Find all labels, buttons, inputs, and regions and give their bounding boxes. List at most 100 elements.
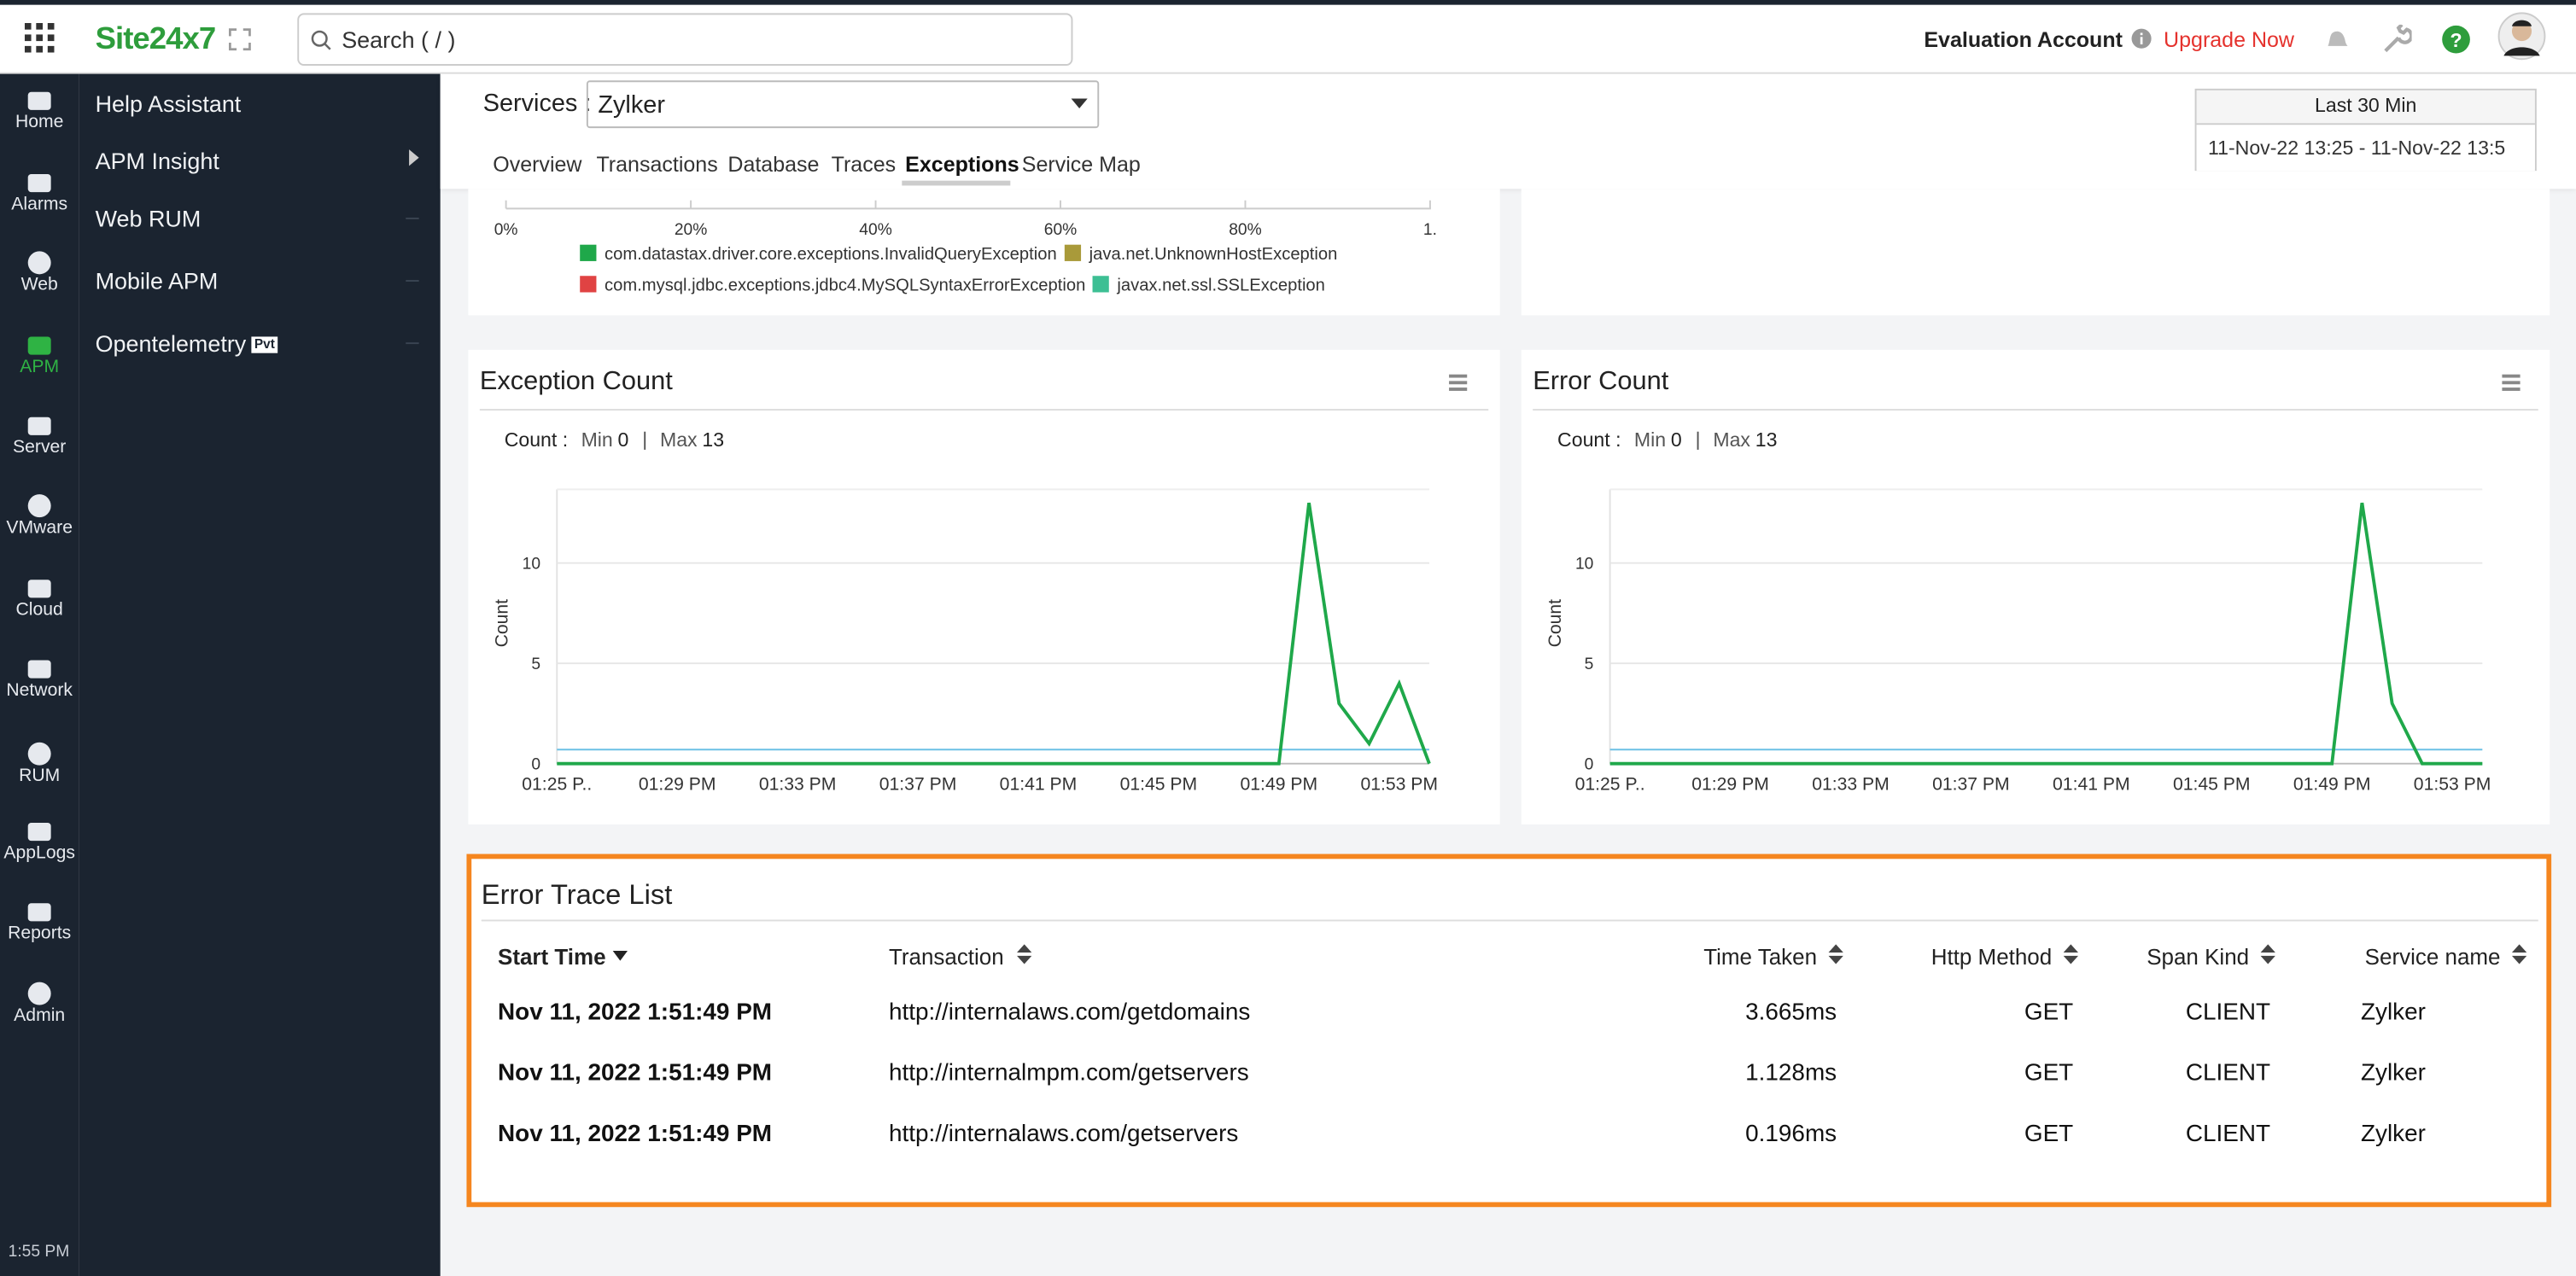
stats-label: Count : [1557, 428, 1621, 452]
sort-up [2063, 944, 2078, 953]
column-header[interactable]: Span Kind [2147, 944, 2250, 970]
services-select[interactable]: Zylker [586, 80, 1100, 129]
tab[interactable]: Overview [493, 151, 582, 177]
submenu-item[interactable]: APM Insight [95, 148, 219, 174]
time-range[interactable]: Last 30 Min 11-Nov-22 13:25 - 11-Nov-22 … [2194, 88, 2537, 172]
avatar[interactable] [2497, 11, 2547, 61]
logo[interactable]: Site24x7 [95, 21, 217, 57]
table-cell: GET [2024, 999, 2074, 1027]
chart-menu[interactable] [1449, 374, 1468, 391]
table-cell: Nov 11, 2022 1:51:49 PM [498, 1060, 773, 1087]
table-cell[interactable]: http://internalaws.com/getservers [888, 1121, 1239, 1148]
services-label: Services : [482, 89, 592, 118]
table-cell[interactable]: http://internalmpm.com/getservers [888, 1060, 1249, 1087]
menu-bar [1449, 387, 1468, 391]
submenu-arrow[interactable] [409, 149, 419, 166]
info-icon[interactable] [2131, 28, 2153, 50]
bell-icon[interactable] [2322, 25, 2351, 55]
sort-icon[interactable] [2260, 944, 2275, 964]
chart-panel: Error Count Count : Min 0 Max 13 0 5 10 Count 01:2… [1521, 349, 2550, 824]
sort-down [1017, 955, 1032, 964]
column-header[interactable]: Start Time [498, 944, 606, 970]
tab[interactable]: Exceptions [905, 151, 1019, 177]
stats-min: 0 [1670, 428, 1682, 452]
sort-down [2511, 955, 2527, 964]
svg-text:?: ? [2450, 29, 2462, 51]
tab[interactable]: Database [727, 151, 820, 177]
submenu-item[interactable]: Web RUM [95, 205, 202, 232]
icon-shape [27, 336, 51, 355]
chart: 0 5 10 Count 01:25 P.. 01:29 PM 01:33 PM 01:37 … [1545, 488, 2491, 794]
help-icon[interactable]: ? [2441, 25, 2471, 55]
table-cell: CLIENT [2185, 999, 2271, 1027]
table-cell: CLIENT [2185, 1121, 2271, 1148]
table-cell[interactable]: http://internalaws.com/getdomains [888, 999, 1251, 1027]
x-tick-label: 01:37 PM [879, 774, 957, 794]
column-header[interactable]: Http Method [1931, 944, 2053, 970]
menu-bar [1449, 381, 1468, 384]
sort-icon[interactable] [2511, 944, 2527, 964]
sort-icon[interactable] [1828, 944, 1843, 964]
menu-bar [2502, 381, 2521, 384]
series-line [557, 502, 1431, 766]
tab[interactable]: Transactions [596, 151, 718, 177]
apps-icon[interactable] [24, 22, 55, 53]
search-box[interactable]: Search ( / ) [297, 13, 1073, 66]
nav-item[interactable]: Network [6, 680, 73, 701]
submenu-plus[interactable] [406, 217, 419, 219]
x-tick-label: 01:45 PM [1120, 774, 1198, 794]
y-axis-title: Count [1545, 599, 1565, 648]
table-cell: 0.196ms [1745, 1121, 1837, 1148]
submenu-plus[interactable] [406, 280, 419, 282]
nav-item[interactable]: APM [20, 357, 60, 377]
chart-title: Exception Count [479, 368, 673, 396]
nav-item[interactable]: Home [15, 112, 64, 132]
tab[interactable]: Service Map [1021, 151, 1141, 177]
x-tick-label: 40% [859, 221, 892, 239]
chart-title: Error Count [1533, 368, 1669, 396]
chart: 0 5 10 Count 01:25 P.. 01:29 PM 01:33 PM 01:37 … [493, 488, 1438, 794]
sort-icon[interactable] [612, 951, 628, 970]
nav-item[interactable]: Web [20, 275, 58, 295]
tools-icon[interactable] [2382, 24, 2412, 55]
search-placeholder: Search ( / ) [342, 26, 456, 53]
nav-item[interactable]: Server [13, 437, 67, 457]
table-cell: Nov 11, 2022 1:51:49 PM [498, 999, 773, 1027]
search-icon [311, 30, 331, 50]
icon-shape [27, 982, 51, 1005]
nav-item[interactable]: AppLogs [3, 843, 75, 864]
x-tick-label: 0% [494, 221, 518, 239]
sort-icon[interactable] [2063, 944, 2078, 964]
nav-item[interactable]: Alarms [11, 195, 68, 215]
column-header[interactable]: Time Taken [1703, 944, 1818, 970]
nav-item[interactable]: Admin [14, 1005, 66, 1026]
icon-shape [27, 580, 51, 598]
submenu-item[interactable]: Mobile APM [95, 267, 219, 294]
column-header[interactable]: Service name [2364, 944, 2501, 970]
column-header[interactable]: Transaction [888, 944, 1004, 970]
icon-shape [27, 251, 51, 275]
legend-label: com.datastax.driver.core.exceptions.Inva… [605, 245, 1057, 264]
nav-item[interactable]: Cloud [15, 600, 63, 621]
x-tick-label: 01:41 PM [2053, 774, 2130, 794]
upgrade-link[interactable]: Upgrade Now [2164, 26, 2295, 52]
sort-down [2260, 955, 2275, 964]
blank-panel [1521, 189, 2550, 316]
stats-max: 13 [702, 428, 725, 452]
table-title: Error Trace List [481, 879, 673, 911]
nav-item[interactable]: VMware [6, 518, 73, 539]
tab[interactable]: Traces [831, 151, 897, 177]
expand-icon[interactable] [228, 28, 251, 51]
sort-icon[interactable] [1017, 944, 1032, 964]
nav-icon [27, 903, 51, 922]
nav-item[interactable]: RUM [19, 766, 61, 786]
submenu-item[interactable]: Opentelemetry Pvt [96, 332, 278, 355]
submenu-plus[interactable] [406, 342, 419, 345]
table-cell: 3.665ms [1745, 999, 1837, 1027]
submenu-item[interactable]: Help Assistant [95, 90, 242, 117]
account-name[interactable]: Evaluation Account [1924, 26, 2123, 52]
nav-item[interactable]: Reports [8, 923, 72, 944]
chart-menu[interactable] [2502, 374, 2521, 391]
x-tick-label: 01:53 PM [2414, 774, 2491, 794]
y-tick-label: 10 [523, 555, 540, 573]
